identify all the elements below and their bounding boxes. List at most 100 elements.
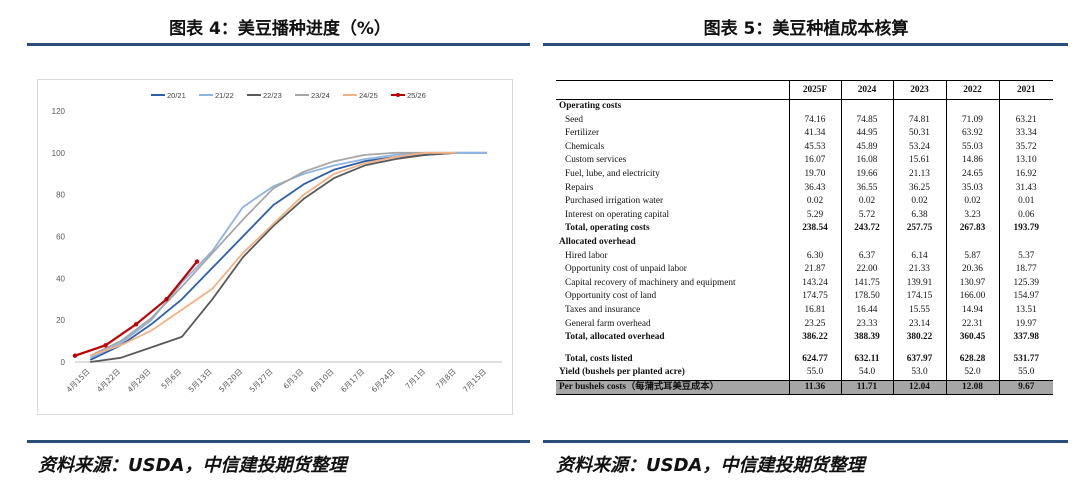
table-cell: 16.08	[840, 154, 893, 168]
y-tick-label: 100	[52, 149, 66, 158]
table-cell: 141.75	[840, 276, 893, 291]
table-cell: 11.36	[788, 379, 841, 396]
table-row: Allocated overhead	[556, 235, 1053, 250]
table-cell: 628.28	[945, 352, 999, 367]
table-cell	[998, 344, 1053, 353]
table-cell: 531.77	[998, 352, 1053, 367]
table-cell: 71.09	[945, 113, 999, 128]
table-cell: 174.15	[892, 290, 946, 304]
table-row: Total, allocated overhead 386.22 388.39 380…	[556, 331, 1053, 345]
table-cell: 63.21	[998, 113, 1053, 128]
row-label	[556, 345, 789, 353]
legend-label: 21/22	[215, 91, 234, 100]
table-row: Purchased irrigation water 0.02 0.02 0.02 0.…	[556, 195, 1053, 209]
table-row: Per bushels costs（每蒲式耳美豆成本） 11.36 11.71 12.…	[556, 379, 1053, 396]
table-cell: 74.16	[788, 113, 841, 128]
table-cell: 54.0	[840, 366, 893, 381]
table-cell: 624.77	[788, 352, 841, 367]
table-cell: 15.61	[892, 154, 946, 168]
x-tick-label: 5月27日	[248, 367, 275, 394]
table-cell: 45.89	[840, 140, 893, 155]
table-row: Operating costs	[556, 99, 1053, 114]
table-row: Fertilizer 41.34 44.95 50.31 63.92 33.34	[556, 127, 1053, 141]
table-cell: 36.55	[840, 181, 893, 196]
x-tick-label: 4月29日	[126, 367, 153, 394]
x-tick-label: 5月20日	[217, 367, 244, 394]
y-tick-label: 0	[61, 358, 66, 367]
table-cell: 337.98	[998, 331, 1053, 345]
table-cell: 0.02	[945, 195, 999, 209]
series-line-24-25	[90, 151, 457, 357]
table-cell: 13.51	[998, 303, 1053, 318]
series-line-22-23	[90, 151, 457, 363]
legend-label: 23/24	[311, 91, 330, 100]
table-cell: 9.67	[998, 379, 1053, 396]
table-cell: 6.14	[892, 249, 946, 264]
table-row: Seed 74.16 74.85 74.81 71.09 63.21	[556, 113, 1053, 128]
y-tick-label: 80	[56, 191, 65, 200]
table-header-row: 2025F 2024 2023 2022 2021	[556, 80, 1053, 100]
table-cell: 74.81	[892, 113, 946, 128]
table-cell: 31.43	[998, 181, 1053, 196]
row-label: General farm overhead	[565, 318, 651, 329]
table-cell: 15.55	[892, 303, 946, 318]
series-marker-25-26	[72, 353, 78, 358]
series-line-23-24	[89, 151, 457, 357]
table-cell: 12.08	[945, 379, 999, 396]
table-cell: 6.37	[840, 249, 893, 264]
table-cell: 632.11	[840, 352, 893, 367]
table-cell: 20.36	[945, 263, 999, 277]
table-cell: 130.97	[945, 276, 999, 291]
table-cell: 35.72	[998, 140, 1053, 155]
row-label: Fuel, lube, and electricity	[565, 168, 660, 179]
table-cell: 143.24	[788, 276, 841, 291]
table-cell	[788, 235, 841, 250]
series-marker-25-26	[194, 259, 200, 264]
table-cell: 63.92	[945, 127, 999, 141]
table-cell: 6.30	[788, 249, 841, 264]
bottom-divider-left	[27, 440, 530, 443]
row-label: Opportunity cost of land	[565, 291, 657, 302]
column-header: 2023	[892, 80, 946, 100]
x-tick-label: 4月15日	[65, 367, 92, 394]
table-cell: 53.0	[892, 366, 946, 381]
table-cell: 24.65	[945, 167, 999, 182]
table-cell: 14.94	[945, 303, 999, 318]
table-cell: 44.95	[840, 127, 893, 141]
table-row	[556, 344, 1053, 353]
series-line-21-22	[89, 151, 487, 359]
table-cell: 388.39	[840, 331, 893, 345]
table-row: Total, costs listed 624.77 632.11 637.97 628…	[556, 352, 1053, 367]
table-cell: 11.71	[840, 379, 893, 396]
table-cell	[945, 99, 999, 114]
table-cell	[892, 99, 946, 114]
table-cell: 0.06	[998, 208, 1053, 223]
table-body: Operating costs Seed 74.16 74.85 74.81 71.09 6…	[556, 99, 1053, 396]
table-cell: 166.00	[945, 290, 999, 304]
table-cell	[892, 235, 946, 250]
table-cell: 21.33	[892, 263, 946, 277]
right-source-note: 资料来源：USDA，中信建投期货整理	[556, 455, 865, 476]
row-label: Operating costs	[559, 101, 622, 111]
x-tick-label: 4月22日	[95, 367, 122, 394]
x-tick-label: 6月10日	[309, 367, 336, 394]
table-cell: 3.23	[945, 208, 999, 223]
y-tick-label: 20	[56, 316, 65, 325]
row-label: Total, allocated overhead	[565, 332, 665, 343]
table-cell	[840, 99, 893, 114]
table-cell: 257.75	[892, 222, 946, 236]
table-cell: 386.22	[788, 331, 841, 345]
x-tick-label: 7月8日	[434, 367, 458, 391]
row-label: Hired labor	[565, 250, 608, 261]
table-cell: 360.45	[945, 331, 999, 345]
row-label: Per bushels costs（每蒲式耳美豆成本）	[556, 379, 789, 396]
bottom-divider-right	[543, 440, 1068, 443]
table-cell: 174.75	[788, 290, 841, 304]
table-cell: 5.29	[788, 208, 841, 223]
table-row: Hired labor 6.30 6.37 6.14 5.87 5.37	[556, 249, 1053, 264]
table-cell: 35.03	[945, 181, 999, 196]
table-cell: 16.07	[788, 154, 841, 168]
row-label: Chemicals	[565, 141, 605, 152]
cost-table-panel: 2025F 2024 2023 2022 2021 Operating costs See…	[556, 80, 1053, 396]
table-cell	[840, 235, 893, 250]
